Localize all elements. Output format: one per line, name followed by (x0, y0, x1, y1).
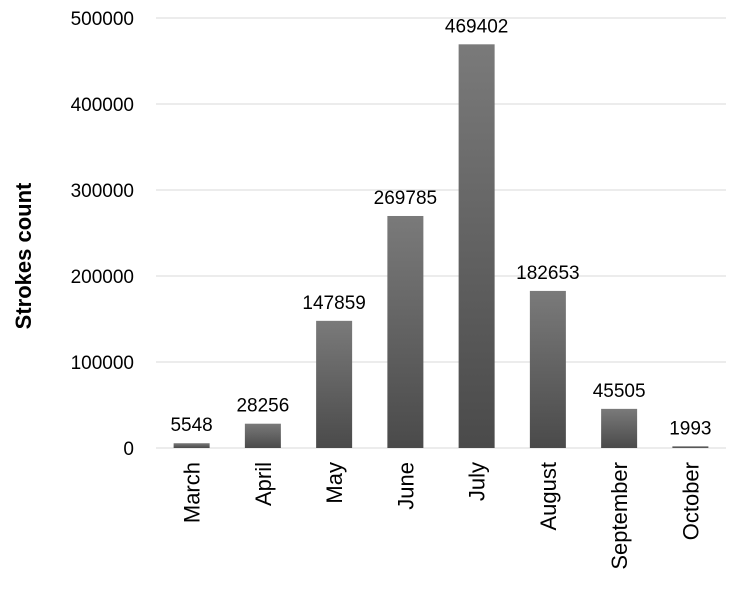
bar-june (387, 215, 424, 448)
x-tick-label: June (393, 462, 418, 510)
x-axis-ticks: March April May June July August September Octo… (180, 462, 704, 570)
bar-october (672, 446, 709, 448)
y-tick-label: 400000 (71, 95, 134, 116)
x-tick-label: March (180, 462, 205, 523)
y-tick-label: 500000 (71, 9, 134, 30)
x-tick-label: July (465, 462, 490, 501)
y-tick-label: 0 (123, 439, 134, 460)
y-axis-ticks: 0 100000 200000 300000 400000 500000 (71, 9, 134, 460)
data-label: 182653 (516, 263, 579, 284)
x-tick-label: September (607, 462, 632, 570)
y-tick-label: 100000 (71, 353, 134, 374)
bar-april (244, 423, 281, 448)
bar-august (529, 290, 566, 448)
bar-may (316, 320, 353, 448)
x-tick-label: May (322, 462, 347, 504)
data-labels: 5548 28256 147859 269785 469402 182653 45505 19… (170, 16, 711, 439)
y-tick-label: 300000 (71, 181, 134, 202)
x-tick-label: October (678, 462, 703, 540)
data-label: 5548 (170, 415, 212, 436)
x-tick-label: April (251, 462, 276, 506)
data-label: 269785 (374, 188, 437, 209)
data-label: 45505 (593, 381, 646, 402)
bar-march (173, 443, 210, 448)
data-label: 28256 (236, 396, 289, 417)
data-label: 1993 (669, 418, 711, 439)
y-tick-label: 200000 (71, 267, 134, 288)
y-axis-title: Strokes count (11, 182, 36, 329)
bar-september (601, 408, 638, 448)
data-label: 147859 (302, 293, 365, 314)
bars (173, 44, 709, 449)
bar-july (458, 44, 495, 449)
data-label: 469402 (445, 16, 508, 37)
x-tick-label: August (536, 462, 561, 531)
